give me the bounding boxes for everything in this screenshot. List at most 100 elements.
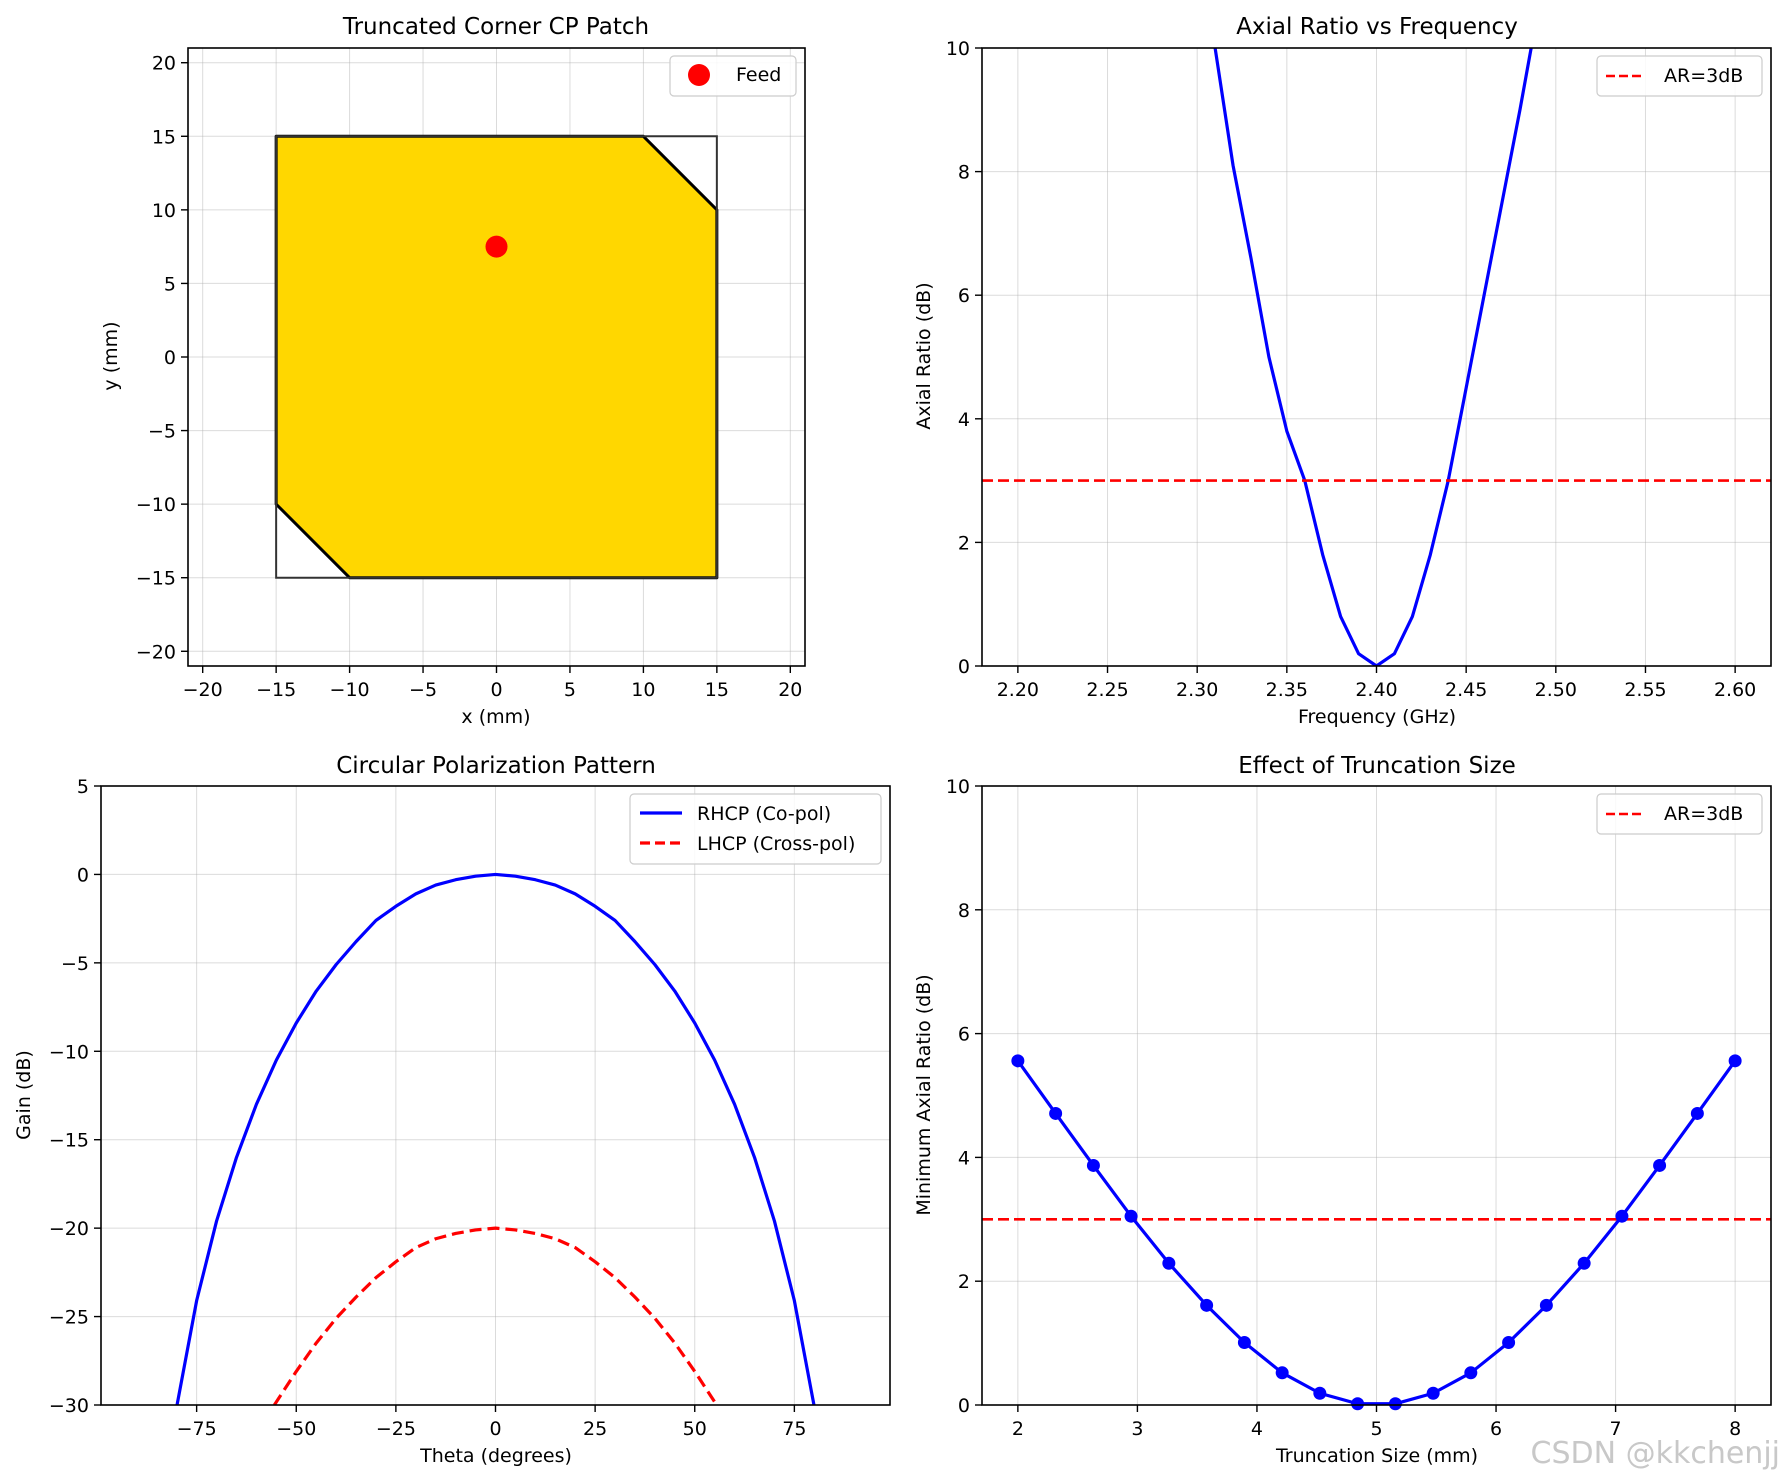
x-tick-label: 2.45 (1445, 679, 1487, 701)
patch-x-ticks: −20 −15 −10 −5 0 5 10 15 20 (183, 666, 802, 701)
data-point (1426, 1386, 1440, 1400)
cp-pattern-legend-lhcp-label: LHCP (Cross-pol) (697, 833, 855, 855)
ar-freq-ylabel: Axial Ratio (dB) (913, 282, 935, 429)
data-point (1049, 1106, 1063, 1120)
x-tick-label: 25 (583, 1418, 607, 1440)
y-tick-label: 4 (958, 1147, 970, 1169)
x-tick-label: 2.60 (1714, 679, 1756, 701)
data-point (1502, 1335, 1516, 1349)
y-tick-label: −20 (49, 1218, 89, 1240)
y-tick-label: −10 (49, 1041, 89, 1063)
y-tick-label: −30 (49, 1395, 89, 1417)
y-tick-label: 6 (958, 1024, 970, 1046)
y-tick-label: 0 (958, 1395, 970, 1417)
data-point (1162, 1256, 1176, 1270)
x-tick-label: 0 (489, 1418, 501, 1440)
y-tick-label: 4 (958, 409, 970, 431)
x-tick-label: −20 (183, 679, 223, 701)
lhcp-curve (273, 1226, 718, 1405)
y-tick-label: 8 (958, 162, 970, 184)
patch-legend: Feed (669, 55, 797, 97)
data-point (1086, 1158, 1100, 1172)
trunc-size-y-ticks: 0 2 4 6 8 10 (946, 776, 982, 1417)
patch-body (274, 134, 719, 580)
cp-pattern-y-ticks: −30 −25 −20 −15 −10 −5 0 5 (49, 776, 101, 1417)
ar-freq-xlabel: Frequency (GHz) (1298, 706, 1456, 728)
trunc-size-x-ticks: 2 3 4 5 6 7 8 (1012, 1405, 1741, 1440)
y-tick-label: 0 (958, 656, 970, 678)
data-point (1351, 1397, 1365, 1411)
y-tick-label: 8 (958, 900, 970, 922)
cp-pattern-legend: RHCP (Co-pol) LHCP (Cross-pol) (629, 793, 882, 865)
x-tick-label: 2.30 (1176, 679, 1218, 701)
y-tick-label: −25 (49, 1307, 89, 1329)
x-tick-label: 0 (490, 679, 502, 701)
data-point (1615, 1209, 1629, 1223)
y-tick-label: −5 (148, 421, 176, 443)
ar-freq-x-ticks: 2.20 2.25 2.30 2.35 2.40 2.45 2.50 2.55 2.60 (997, 666, 1756, 701)
patch-y-ticks: −20 −15 −10 −5 0 5 10 15 20 (136, 53, 188, 663)
ar-freq-panel: Axial Ratio vs Frequency Frequency (GHz)… (913, 14, 1772, 728)
x-tick-label: 5 (564, 679, 576, 701)
trunc-size-legend: AR=3dB (1596, 793, 1763, 835)
ar-freq-curve (1213, 48, 1533, 666)
data-point (1124, 1209, 1138, 1223)
x-tick-label: 6 (1490, 1418, 1502, 1440)
y-tick-label: 10 (946, 38, 970, 60)
x-tick-label: 5 (1370, 1418, 1382, 1440)
patch-ylabel: y (mm) (100, 321, 122, 390)
x-tick-label: 2.25 (1086, 679, 1128, 701)
patch-legend-feed-label: Feed (736, 64, 781, 86)
x-tick-label: 2 (1012, 1418, 1024, 1440)
data-point (1690, 1106, 1704, 1120)
x-tick-label: 10 (631, 679, 655, 701)
trunc-size-xlabel: Truncation Size (mm) (1275, 1445, 1478, 1467)
x-tick-label: 2.20 (997, 679, 1039, 701)
x-tick-label: 50 (683, 1418, 707, 1440)
y-tick-label: 15 (152, 126, 176, 148)
x-tick-label: 7 (1610, 1418, 1622, 1440)
ar-freq-legend: AR=3dB (1596, 55, 1763, 97)
y-tick-label: 0 (164, 347, 176, 369)
x-tick-label: 2.55 (1624, 679, 1666, 701)
y-tick-label: 2 (958, 532, 970, 554)
y-tick-label: 10 (946, 776, 970, 798)
x-tick-label: −25 (376, 1418, 416, 1440)
trunc-size-markers (1011, 1054, 1742, 1411)
data-point (1577, 1256, 1591, 1270)
x-tick-label: 20 (778, 679, 802, 701)
patch-panel: Truncated Corner CP Patch x (mm) y (mm) … (100, 14, 806, 728)
cp-pattern-title: Circular Polarization Pattern (336, 753, 656, 779)
trunc-size-legend-box (1596, 793, 1763, 835)
data-point (1388, 1397, 1402, 1411)
trunc-size-legend-label: AR=3dB (1664, 803, 1743, 825)
x-tick-label: 2.50 (1535, 679, 1577, 701)
cp-pattern-xlabel: Theta (degrees) (419, 1445, 572, 1467)
data-point (1653, 1158, 1667, 1172)
cp-pattern-x-ticks: −75 −50 −25 0 25 50 75 (177, 1405, 806, 1440)
patch-legend-feed-marker (688, 64, 710, 86)
x-tick-label: 8 (1729, 1418, 1741, 1440)
y-tick-label: −10 (136, 494, 176, 516)
ar-freq-legend-label: AR=3dB (1664, 65, 1743, 87)
x-tick-label: −10 (330, 679, 370, 701)
x-tick-label: −75 (177, 1418, 217, 1440)
patch-title: Truncated Corner CP Patch (342, 14, 649, 40)
y-tick-label: 6 (958, 285, 970, 307)
patch-outline (275, 135, 718, 579)
y-tick-label: 5 (164, 273, 176, 295)
trunc-size-title: Effect of Truncation Size (1238, 753, 1516, 779)
x-tick-label: 2.35 (1266, 679, 1308, 701)
x-tick-label: −50 (276, 1418, 316, 1440)
data-point (1200, 1298, 1214, 1312)
feed-point (485, 235, 508, 258)
data-point (1011, 1054, 1025, 1068)
data-point (1313, 1386, 1327, 1400)
data-point (1728, 1054, 1742, 1068)
cp-pattern-legend-rhcp-label: RHCP (Co-pol) (697, 803, 831, 825)
y-tick-label: −15 (136, 568, 176, 590)
rhcp-curve (175, 872, 816, 1405)
x-tick-label: −5 (409, 679, 437, 701)
